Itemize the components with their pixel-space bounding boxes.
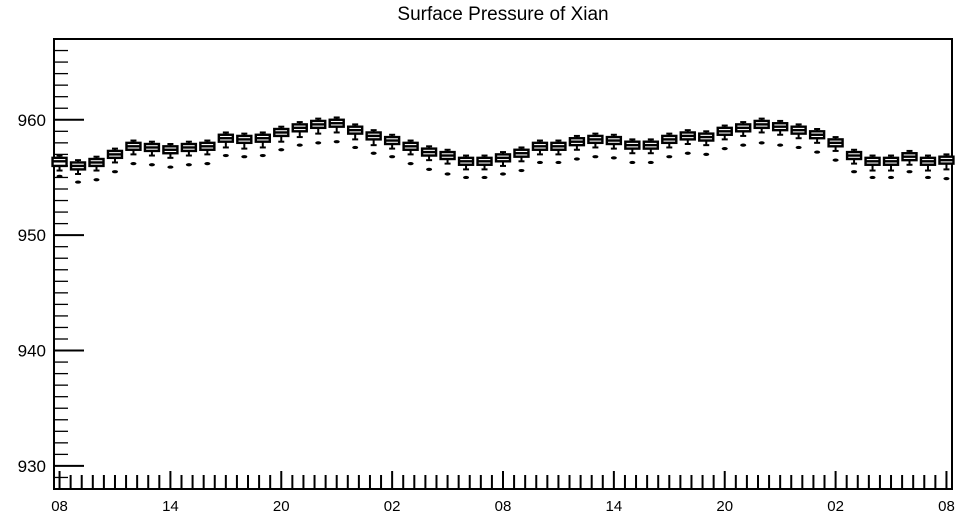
box-outlier-min xyxy=(518,168,525,173)
box-outlier-min xyxy=(56,174,63,178)
box-outlier-min xyxy=(426,167,433,171)
chart-title: Surface Pressure of Xian xyxy=(397,4,609,25)
box-outlier-min xyxy=(777,143,784,147)
box-outlier-min xyxy=(795,145,802,150)
box-outlier-min xyxy=(407,162,414,166)
box-outlier-min xyxy=(296,143,303,147)
box-outlier-min xyxy=(93,178,100,182)
box-outlier-min xyxy=(703,152,710,156)
box-outlier-min xyxy=(666,155,673,159)
box-outlier-min xyxy=(758,141,765,145)
box-outlier-min xyxy=(592,155,599,159)
box-outlier-min xyxy=(573,157,580,161)
y-tick-label: 950 xyxy=(18,226,46,245)
x-tick-label: 20 xyxy=(273,498,290,515)
box-outlier-min xyxy=(851,170,858,174)
plot-frame xyxy=(53,38,953,490)
box-outlier-min xyxy=(130,162,137,166)
box-outlier-min xyxy=(943,177,950,181)
y-tick-label: 930 xyxy=(18,457,46,476)
box-outlier-min xyxy=(111,170,118,174)
x-tick-label: 08 xyxy=(495,498,512,515)
x-tick-label: 08 xyxy=(938,498,955,515)
box-outlier-min xyxy=(740,143,747,147)
box-outlier-min xyxy=(555,160,562,165)
box-outlier-min xyxy=(370,151,377,155)
box-outlier-min xyxy=(500,172,506,176)
box-outlier-min xyxy=(315,141,322,145)
y-tick-label: 940 xyxy=(18,342,46,361)
box-outlier-min xyxy=(629,160,636,165)
x-tick-label: 02 xyxy=(827,498,844,515)
box-outlier-min xyxy=(684,151,691,155)
box-outlier-min xyxy=(241,155,248,159)
box-outlier-min xyxy=(610,156,617,160)
box-outlier-min xyxy=(832,158,839,162)
box-outlier-min xyxy=(389,155,396,159)
box-outlier-min xyxy=(204,162,211,166)
x-tick-label: 08 xyxy=(51,498,68,515)
box-outlier-min xyxy=(888,175,895,180)
box-outlier-min xyxy=(259,153,266,158)
box-outlier-min xyxy=(333,140,340,144)
box-outlier-min xyxy=(185,163,192,167)
x-tick-label: 02 xyxy=(384,498,401,515)
box-outlier-min xyxy=(463,175,470,180)
box-outlier-min xyxy=(869,175,876,180)
x-tick-label: 14 xyxy=(162,498,179,515)
y-tick-label: 960 xyxy=(18,111,46,130)
x-tick-label: 20 xyxy=(716,498,733,515)
box-outlier-min xyxy=(278,148,285,152)
box-outlier-min xyxy=(167,165,174,169)
x-tick-label: 14 xyxy=(606,498,623,515)
box-outlier-min xyxy=(721,147,728,151)
box-outlier-min xyxy=(75,180,82,184)
box-outlier-min xyxy=(352,145,359,150)
box-outlier-min xyxy=(814,150,821,154)
box-outlier-min xyxy=(647,160,654,165)
box-outlier-min xyxy=(481,175,488,180)
box-outlier-min xyxy=(536,160,543,165)
box-outlier-min xyxy=(924,175,931,180)
box-outlier-min xyxy=(444,172,451,176)
box-outlier-min xyxy=(148,163,155,167)
box-outlier-min xyxy=(906,170,913,174)
box-outlier-min xyxy=(222,153,229,158)
